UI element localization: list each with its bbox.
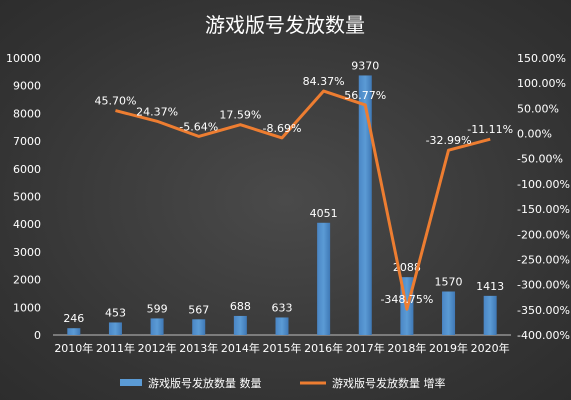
right-tick-label: -100.00% bbox=[517, 178, 570, 191]
right-axis: 150.00% 100.00% 50.00% 0.00% -50.00% -100.00%… bbox=[517, 52, 570, 342]
x-tick-label: 2010年 bbox=[54, 341, 93, 355]
line-data-label: 45.70% bbox=[94, 95, 136, 108]
bar-data-label: 1570 bbox=[435, 276, 463, 289]
left-tick-label: 7000 bbox=[13, 135, 41, 148]
x-tick-label: 2012年 bbox=[138, 341, 177, 355]
legend: 游戏版号发放数量 数量 游戏版号发放数量 增率 bbox=[120, 376, 446, 390]
x-tick-label: 2011年 bbox=[96, 341, 135, 355]
line-data-label: -8.69% bbox=[263, 122, 302, 135]
left-tick-label: 10000 bbox=[6, 52, 41, 65]
left-tick-label: 2000 bbox=[13, 274, 41, 287]
left-tick-label: 0 bbox=[34, 329, 41, 342]
line-data-label: 56.77% bbox=[344, 89, 386, 102]
bar-data-label: 246 bbox=[63, 312, 84, 325]
left-axis: 0 1000 2000 3000 4000 5000 6000 7000 8000 9000 100… bbox=[6, 52, 41, 342]
bar bbox=[358, 75, 372, 336]
line-data-label: -348.75% bbox=[380, 293, 433, 306]
x-tick-label: 2013年 bbox=[179, 341, 218, 355]
right-tick-label: -200.00% bbox=[517, 228, 570, 241]
legend-bar-label: 游戏版号发放数量 数量 bbox=[148, 376, 262, 390]
line-series: 45.70%24.37%-5.64%17.59%-8.69% 84.37%56.7… bbox=[94, 75, 513, 311]
left-tick-label: 8000 bbox=[13, 107, 41, 120]
line-data-label: 24.37% bbox=[136, 105, 178, 118]
bar-data-label: 453 bbox=[105, 306, 126, 319]
bar bbox=[233, 315, 247, 335]
bar bbox=[67, 328, 81, 335]
chart-title: 游戏版号发放数量 bbox=[205, 13, 365, 37]
bar-data-label: 9370 bbox=[351, 59, 379, 72]
right-tick-label: -150.00% bbox=[517, 203, 570, 216]
x-axis: 2010年 2011年 2012年 2013年 2014年 2015年 2016年 2017年… bbox=[53, 334, 511, 355]
x-tick-label: 2014年 bbox=[221, 341, 260, 355]
legend-bar-swatch bbox=[120, 379, 142, 386]
bar bbox=[150, 318, 164, 335]
x-tick-label: 2017年 bbox=[346, 341, 385, 355]
x-tick-label: 2020年 bbox=[471, 341, 510, 355]
legend-line-label: 游戏版号发放数量 增率 bbox=[332, 376, 446, 390]
left-tick-label: 9000 bbox=[13, 80, 41, 93]
right-tick-label: 100.00% bbox=[517, 77, 566, 90]
x-tick-label: 2019年 bbox=[429, 341, 468, 355]
line-data-label: 17.59% bbox=[219, 109, 261, 122]
bar bbox=[275, 317, 289, 335]
left-tick-label: 5000 bbox=[13, 191, 41, 204]
x-tick-label: 2015年 bbox=[263, 341, 302, 355]
left-tick-label: 6000 bbox=[13, 163, 41, 176]
bar-data-label: 688 bbox=[230, 300, 251, 313]
x-tick-label: 2018年 bbox=[387, 341, 426, 355]
right-tick-label: -250.00% bbox=[517, 253, 570, 266]
right-tick-label: 0.00% bbox=[517, 128, 552, 141]
bar-data-label: 567 bbox=[188, 303, 209, 316]
right-tick-label: -350.00% bbox=[517, 304, 570, 317]
left-tick-label: 4000 bbox=[13, 218, 41, 231]
right-tick-label: -300.00% bbox=[517, 279, 570, 292]
growth-line bbox=[115, 89, 491, 311]
right-tick-label: -400.00% bbox=[517, 329, 570, 342]
bar bbox=[483, 295, 497, 335]
bar-data-label: 599 bbox=[147, 302, 168, 315]
bar-data-label: 633 bbox=[272, 301, 293, 314]
bar-data-label: 1413 bbox=[476, 280, 504, 293]
line-data-label: 84.37% bbox=[303, 75, 345, 88]
bar bbox=[317, 222, 331, 335]
right-tick-label: 150.00% bbox=[517, 52, 566, 65]
line-data-label: -32.99% bbox=[426, 134, 472, 147]
x-tick-label: 2016年 bbox=[304, 341, 343, 355]
right-tick-label: 50.00% bbox=[517, 102, 559, 115]
line-data-label: -11.11% bbox=[467, 123, 513, 136]
left-tick-label: 1000 bbox=[13, 301, 41, 314]
line-data-label: -5.64% bbox=[179, 120, 218, 133]
bar bbox=[108, 322, 122, 335]
bar bbox=[192, 319, 206, 335]
right-tick-label: -50.00% bbox=[517, 153, 563, 166]
bar bbox=[442, 291, 456, 335]
bar-data-label: 4051 bbox=[310, 207, 338, 220]
left-tick-label: 3000 bbox=[13, 246, 41, 259]
